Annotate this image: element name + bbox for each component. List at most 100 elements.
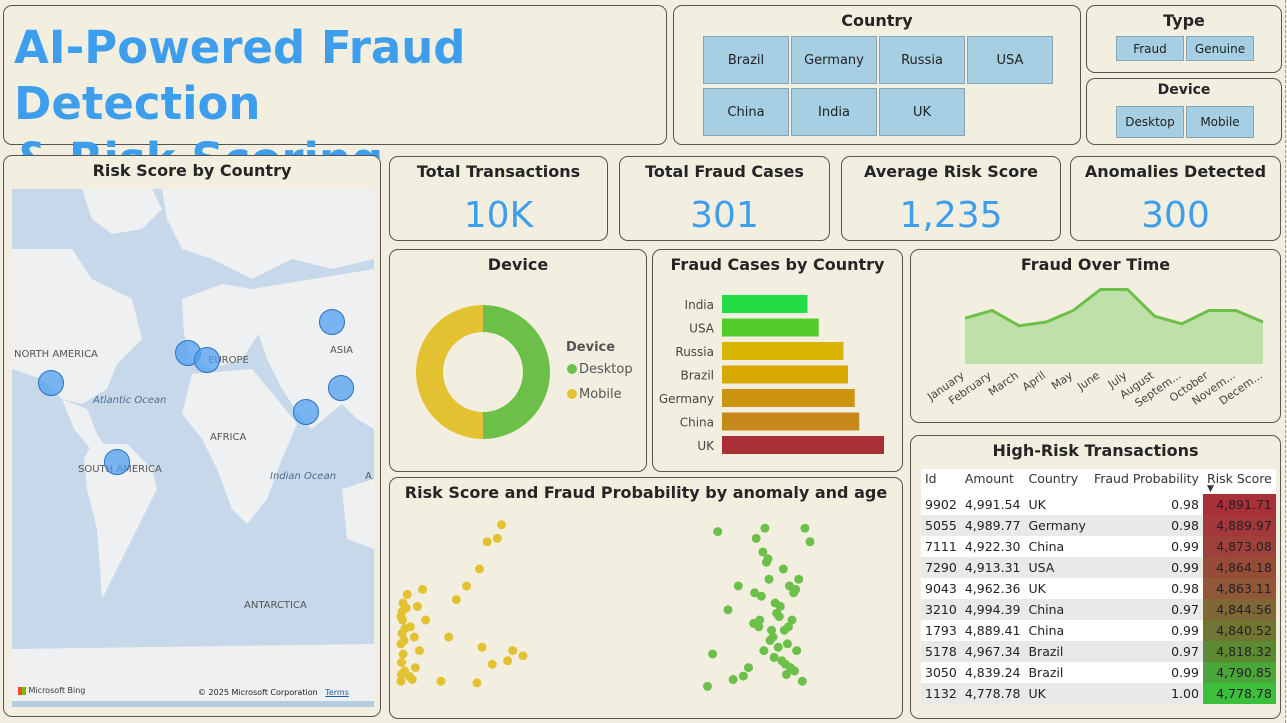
scatter-point[interactable] [805, 537, 815, 547]
scatter-point[interactable] [787, 615, 797, 625]
bubble-brazil[interactable] [104, 449, 130, 475]
country-option-germany[interactable]: Germany [791, 36, 877, 84]
scatter-point[interactable] [775, 601, 785, 611]
table-row[interactable]: 9043 4,962.36 UK 0.98 4,863.11 [921, 578, 1276, 599]
scatter-point[interactable] [760, 523, 770, 533]
column-risk-score[interactable]: Risk Score ▼ [1202, 469, 1276, 494]
table-row[interactable]: 5178 4,967.34 Brazil 0.97 4,818.32 [921, 641, 1276, 662]
scatter-point[interactable] [477, 642, 487, 652]
scatter-point[interactable] [755, 615, 765, 625]
scatter-point[interactable] [412, 601, 422, 611]
bubble-russia[interactable] [319, 309, 345, 335]
country-option-russia[interactable]: Russia [879, 36, 965, 84]
scatter-point[interactable] [794, 574, 804, 584]
scatter-point[interactable] [503, 656, 513, 666]
column-amount[interactable]: Amount [960, 469, 1025, 494]
scatter-point[interactable] [402, 590, 412, 599]
scatter-point[interactable] [418, 584, 428, 594]
scatter-point[interactable] [407, 675, 417, 684]
scatter-point[interactable] [797, 676, 807, 686]
scatter-point[interactable] [751, 533, 761, 543]
column-country[interactable]: Country [1024, 469, 1090, 494]
bubble-china[interactable] [328, 375, 354, 401]
table-row[interactable]: 7290 4,913.31 USA 0.99 4,864.18 [921, 557, 1276, 578]
bar-usa[interactable] [722, 318, 819, 337]
table-row[interactable]: 3050 4,839.24 Brazil 0.99 4,790.85 [921, 662, 1276, 683]
scatter-point[interactable] [410, 663, 420, 673]
bar-russia[interactable] [722, 342, 844, 360]
bar-uk[interactable] [722, 436, 884, 454]
scatter-point[interactable] [783, 622, 793, 632]
scatter-point[interactable] [405, 622, 415, 632]
legend-label-mobile[interactable]: Mobile [579, 387, 622, 402]
table-row[interactable]: 9902 4,991.54 UK 0.98 4,891.71 [921, 494, 1276, 515]
bubble-india[interactable] [293, 399, 319, 425]
scatter-point[interactable] [713, 527, 723, 537]
scatter-point[interactable] [773, 642, 783, 652]
donut-slice-mobile[interactable] [416, 305, 483, 439]
scatter-point[interactable] [792, 646, 802, 656]
country-option-india[interactable]: India [791, 88, 877, 136]
scatter-point[interactable] [487, 659, 497, 669]
scatter-point[interactable] [703, 681, 712, 691]
scatter-point[interactable] [728, 675, 738, 684]
type-option-genuine[interactable]: Genuine [1186, 36, 1254, 61]
scatter-point[interactable] [759, 646, 769, 656]
table-row[interactable]: 3210 4,994.39 China 0.97 4,844.56 [921, 599, 1276, 620]
scatter-point[interactable] [398, 649, 408, 659]
device-donut-chart[interactable]: Device Desktop Mobile [390, 280, 648, 470]
column-fraud-probability[interactable]: Fraud Probability [1089, 469, 1203, 494]
risk-map[interactable]: NORTH AMERICA EUROPE ASIA Atlantic Ocean… [12, 189, 374, 707]
scatter-point[interactable] [763, 554, 773, 564]
scatter-point[interactable] [414, 646, 424, 656]
scatter-point[interactable] [782, 639, 792, 649]
table-row[interactable]: 7111 4,922.30 China 0.99 4,873.08 [921, 536, 1276, 557]
bubble-germany[interactable] [194, 347, 220, 373]
scatter-point[interactable] [774, 612, 784, 622]
scatter-point[interactable] [421, 615, 431, 625]
country-option-uk[interactable]: UK [879, 88, 965, 136]
scatter-point[interactable] [462, 581, 472, 591]
scatter-point[interactable] [482, 537, 492, 547]
bar-china[interactable] [722, 412, 860, 431]
scatter-point[interactable] [756, 591, 766, 601]
scatter-point[interactable] [733, 581, 743, 591]
device-option-desktop[interactable]: Desktop [1116, 106, 1184, 138]
scatter-point[interactable] [744, 663, 753, 673]
fraud-by-country-chart[interactable]: India USA Russia Brazil Germany China UK [653, 280, 904, 470]
scatter-point[interactable] [800, 523, 810, 533]
country-option-china[interactable]: China [703, 88, 789, 136]
column-id[interactable]: Id [921, 469, 961, 494]
scatter-point[interactable] [769, 652, 779, 662]
scatter-point[interactable] [708, 649, 718, 659]
legend-label-desktop[interactable]: Desktop [579, 362, 633, 377]
bar-germany[interactable] [722, 389, 855, 407]
scatter-point[interactable] [758, 547, 768, 557]
scatter-point[interactable] [750, 588, 760, 598]
scatter-point[interactable] [790, 666, 800, 676]
scatter-point[interactable] [399, 635, 409, 645]
bar-india[interactable] [722, 295, 808, 313]
scatter-point[interactable] [401, 603, 411, 613]
scatter-point[interactable] [767, 625, 777, 635]
scatter-point[interactable] [764, 574, 774, 584]
device-option-mobile[interactable]: Mobile [1186, 106, 1254, 138]
scatter-point[interactable] [444, 632, 454, 642]
type-option-fraud[interactable]: Fraud [1116, 36, 1184, 61]
scatter-point[interactable] [791, 584, 801, 594]
scatter-point[interactable] [778, 564, 788, 574]
risk-scatter-chart[interactable] [390, 508, 904, 718]
scatter-point[interactable] [496, 520, 506, 530]
country-option-usa[interactable]: USA [967, 36, 1053, 84]
scatter-point[interactable] [436, 676, 446, 686]
scatter-point[interactable] [518, 651, 528, 661]
bar-brazil[interactable] [722, 365, 848, 384]
table-row[interactable]: 1132 4,778.78 UK 1.00 4,778.78 [921, 683, 1276, 704]
scatter-point[interactable] [738, 671, 748, 681]
scatter-point[interactable] [472, 678, 482, 688]
terms-link[interactable]: Terms [325, 688, 349, 697]
scatter-point[interactable] [398, 615, 408, 625]
scatter-point[interactable] [754, 622, 764, 632]
scatter-point[interactable] [474, 564, 484, 574]
